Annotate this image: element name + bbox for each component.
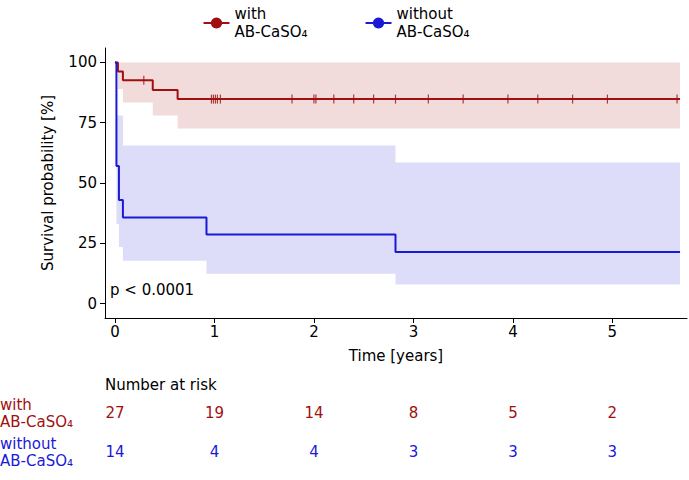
- svg-text:without: without: [0, 435, 61, 453]
- svg-text:0: 0: [87, 295, 97, 313]
- svg-text:5: 5: [608, 323, 618, 341]
- svg-text:27: 27: [105, 404, 124, 422]
- svg-text:1: 1: [210, 323, 220, 341]
- svg-text:3: 3: [508, 443, 518, 461]
- svg-text:with: with: [235, 5, 272, 23]
- svg-text:Survival probability [%]: Survival probability [%]: [39, 95, 57, 271]
- svg-text:AB-CaSO₄: AB-CaSO₄: [0, 413, 73, 431]
- svg-text:5: 5: [508, 404, 518, 422]
- svg-text:4: 4: [309, 443, 319, 461]
- svg-text:14: 14: [105, 443, 124, 461]
- svg-text:2: 2: [608, 404, 618, 422]
- svg-text:25: 25: [78, 234, 97, 252]
- svg-text:19: 19: [205, 404, 224, 422]
- svg-text:4: 4: [210, 443, 220, 461]
- svg-text:2: 2: [309, 323, 319, 341]
- svg-text:AB-CaSO₄: AB-CaSO₄: [397, 23, 470, 41]
- svg-text:0: 0: [110, 323, 120, 341]
- svg-text:75: 75: [78, 114, 97, 132]
- svg-text:3: 3: [608, 443, 618, 461]
- svg-text:50: 50: [78, 174, 97, 192]
- svg-text:AB-CaSO₄: AB-CaSO₄: [0, 452, 73, 470]
- svg-text:p < 0.0001: p < 0.0001: [110, 281, 194, 299]
- svg-text:without: without: [397, 5, 458, 23]
- svg-text:3: 3: [409, 323, 419, 341]
- svg-text:Number at risk: Number at risk: [105, 376, 217, 394]
- svg-text:14: 14: [304, 404, 323, 422]
- svg-text:AB-CaSO₄: AB-CaSO₄: [235, 23, 308, 41]
- svg-text:with: with: [0, 396, 37, 414]
- svg-text:8: 8: [409, 404, 419, 422]
- svg-text:100: 100: [68, 53, 97, 71]
- svg-text:Time [years]: Time [years]: [348, 347, 443, 365]
- svg-text:4: 4: [508, 323, 518, 341]
- svg-text:3: 3: [409, 443, 419, 461]
